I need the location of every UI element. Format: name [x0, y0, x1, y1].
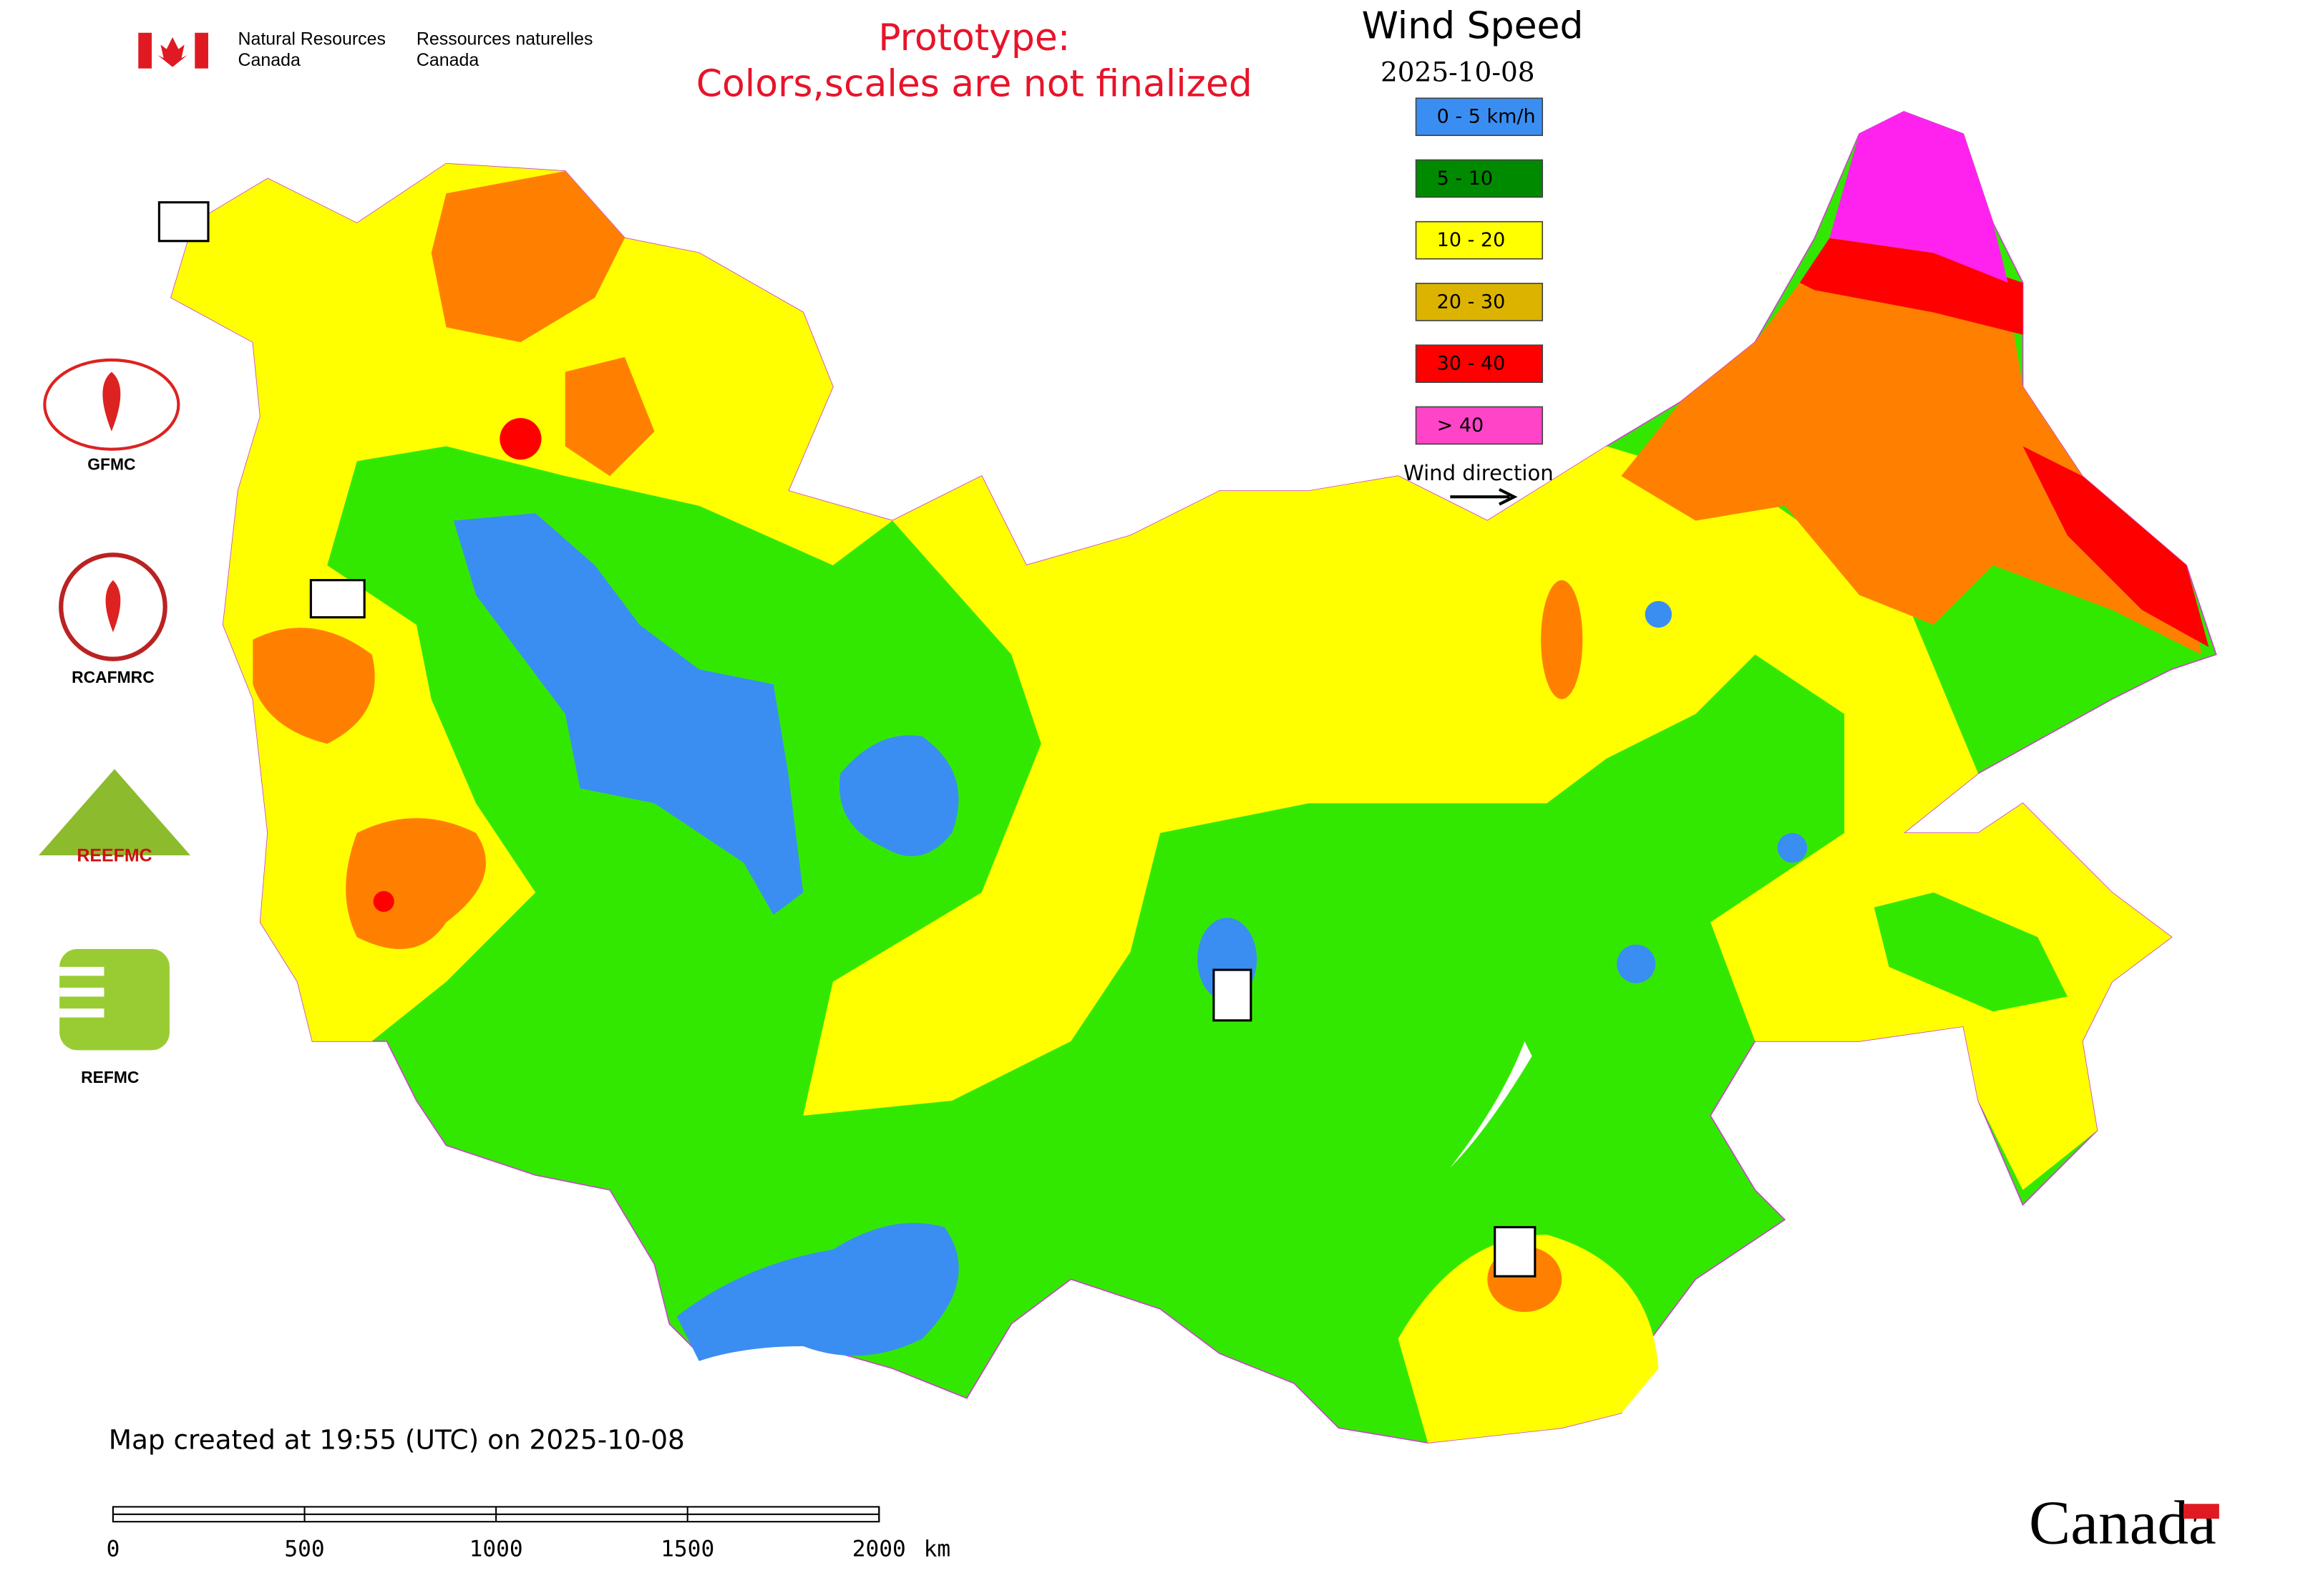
- zone-red: [500, 418, 542, 460]
- scale-label: 0: [107, 1537, 120, 1562]
- legend-swatch: [1415, 220, 1544, 260]
- legend-swatch: [1415, 283, 1544, 321]
- zone-blue: [1777, 832, 1808, 863]
- legend-label: 30 - 40: [1437, 353, 1506, 375]
- scale-label: 500: [284, 1537, 324, 1562]
- zone-blue: [1617, 944, 1656, 983]
- zone-yellow: [171, 163, 892, 1041]
- legend-label: 20 - 30: [1437, 291, 1506, 313]
- map: [170, 111, 2217, 1444]
- logo-label: GFMC: [87, 455, 135, 474]
- legend-swatch: [1415, 344, 1544, 384]
- zone-yellow: [803, 446, 2172, 1190]
- legend-title: Wind Speed: [1362, 5, 1584, 48]
- legend-swatch: [1415, 97, 1544, 137]
- zone-magenta: [1829, 111, 2008, 283]
- logo-label: RCAFMRC: [72, 668, 155, 686]
- gov-signature: Natural Resources Canada Ressources natu…: [138, 29, 593, 70]
- zone-red: [2022, 446, 2209, 648]
- zone-orange: [565, 356, 655, 477]
- zone-orange: [346, 818, 486, 950]
- zone-orange: [253, 628, 375, 744]
- dept-en: Canada: [238, 50, 301, 70]
- legend-label: > 40: [1437, 414, 1484, 437]
- scale-bar: 0 500 1000 1500 2000 km: [107, 1506, 951, 1562]
- zone-blue: [1645, 600, 1673, 628]
- logos: GFMC RCAFMRC REEFMC REFMC: [39, 201, 1537, 1278]
- wordmark-flag: [2183, 1504, 2219, 1519]
- zone-green-east: [1874, 892, 2068, 1012]
- zone-blue: [676, 1222, 959, 1361]
- legend-swatch: [1415, 159, 1544, 198]
- legend: Wind Speed 2025-10-08 Wind direction 0 -…: [1362, 5, 1584, 506]
- scale-unit: km: [924, 1537, 951, 1562]
- notice: Prototype:: [878, 16, 1070, 59]
- lake: [1450, 1041, 1532, 1168]
- zone-red: [1799, 238, 2023, 335]
- scale-label: 1500: [661, 1537, 714, 1562]
- zone-orange: [431, 171, 625, 343]
- notice: Colors,scales are not finalized: [696, 63, 1252, 106]
- scale-label: 2000: [852, 1537, 906, 1562]
- dept-en: Natural Resources: [238, 29, 386, 49]
- wind-arrow: [1450, 487, 1518, 506]
- logo-wordmark: REEFMC: [77, 846, 152, 866]
- legend-label: 5 - 10: [1437, 167, 1493, 190]
- dept-fr: Ressources naturelles: [417, 29, 593, 49]
- legend-swatch: [1415, 406, 1544, 445]
- canada-wordmark: Canada: [2029, 1488, 2216, 1557]
- legend-label: 10 - 20: [1437, 229, 1506, 251]
- created-note: Map created at 19:55 (UTC) on 2025-10-08: [109, 1424, 685, 1455]
- zone-blue: [453, 513, 804, 915]
- logo-label: REFMC: [81, 1068, 139, 1086]
- dept-fr: Canada: [417, 50, 479, 70]
- zone-orange: [1541, 580, 1583, 699]
- wind-direction-label: Wind direction: [1403, 461, 1554, 485]
- legend-label: 0 - 5 km/h: [1437, 106, 1536, 128]
- zone-blue: [839, 735, 959, 857]
- zone-yellow: [1398, 1235, 1659, 1444]
- zone-orange: [1621, 282, 2201, 655]
- zone-red: [373, 890, 394, 913]
- legend-date: 2025-10-08: [1381, 56, 1535, 87]
- scale-label: 1000: [469, 1537, 523, 1562]
